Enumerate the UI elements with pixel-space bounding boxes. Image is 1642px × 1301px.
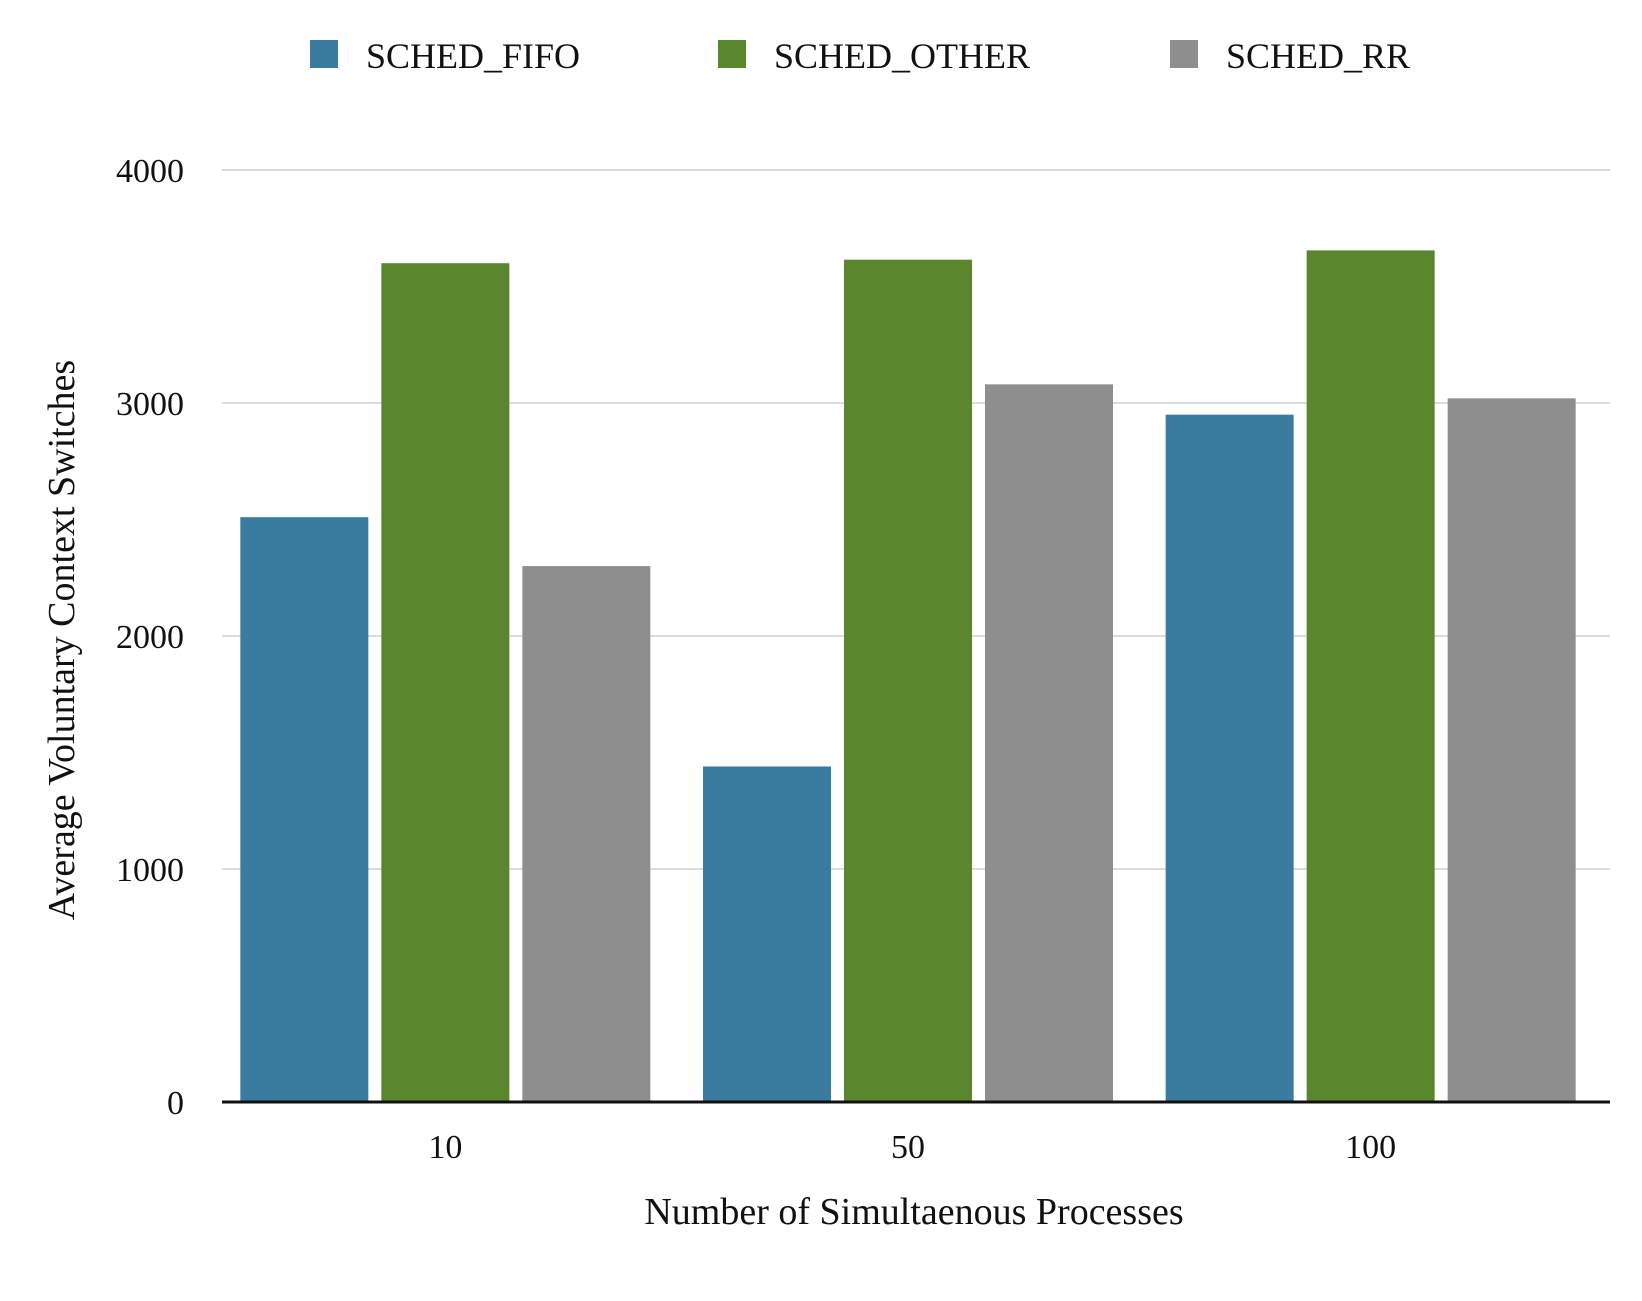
- legend-item: SCHED_OTHER: [718, 36, 1030, 76]
- x-axis-title: Number of Simultaenous Processes: [644, 1191, 1183, 1233]
- x-tick-label: 50: [891, 1129, 925, 1166]
- y-tick-label: 0: [167, 1085, 184, 1122]
- bar-sched-rr-100: [1447, 398, 1576, 1103]
- y-axis-title: Average Voluntary Context Switches: [41, 360, 83, 920]
- bar-sched-fifo-50: [703, 766, 831, 1102]
- y-tick-label: 4000: [116, 153, 184, 190]
- legend-swatch: [718, 40, 746, 68]
- bar-sched-other-100: [1306, 250, 1435, 1102]
- legend-swatch: [1170, 40, 1198, 68]
- y-tick-label: 1000: [116, 852, 184, 889]
- axes: 0 1000 2000 3000 4000 10 50 100: [116, 153, 1610, 1166]
- legend-swatch: [310, 40, 338, 68]
- y-tick-label: 3000: [116, 386, 184, 423]
- bar-sched-other-10: [381, 263, 510, 1102]
- legend-label: SCHED_RR: [1226, 36, 1410, 76]
- legend-item: SCHED_FIFO: [310, 36, 580, 76]
- bar-sched-rr-50: [985, 384, 1113, 1102]
- legend-item: SCHED_RR: [1170, 36, 1410, 76]
- legend-label: SCHED_FIFO: [366, 36, 580, 76]
- bar-sched-fifo-100: [1165, 414, 1294, 1102]
- bar-sched-other-50: [844, 259, 972, 1103]
- bar-sched-fifo-10: [240, 517, 369, 1102]
- x-tick-label: 100: [1345, 1129, 1396, 1166]
- bar-sched-rr-10: [522, 566, 651, 1102]
- legend: SCHED_FIFO SCHED_OTHER SCHED_RR: [310, 36, 1410, 76]
- bars: [240, 250, 1576, 1103]
- y-tick-label: 2000: [116, 619, 184, 656]
- x-tick-label: 10: [428, 1129, 462, 1166]
- legend-label: SCHED_OTHER: [774, 36, 1030, 76]
